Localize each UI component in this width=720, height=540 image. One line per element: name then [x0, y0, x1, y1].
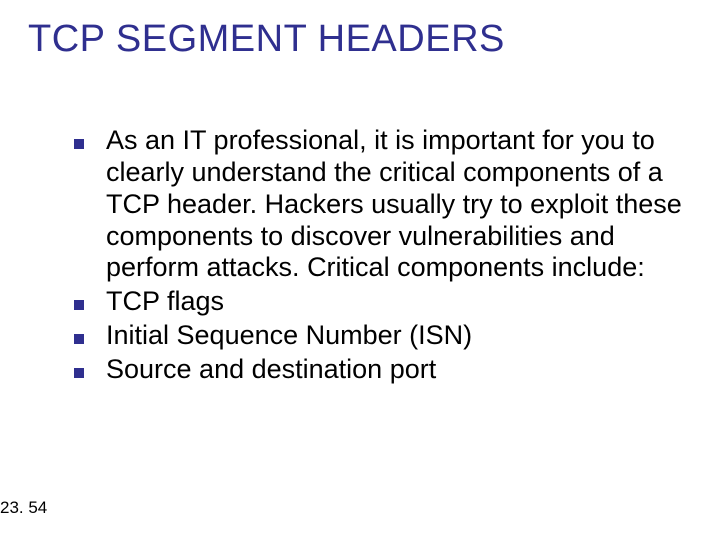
- square-bullet-icon: [74, 334, 84, 344]
- bullet-list: As an IT professional, it is important f…: [74, 125, 692, 386]
- square-bullet-icon: [74, 139, 84, 149]
- square-bullet-icon: [74, 300, 84, 310]
- square-bullet-icon: [74, 368, 84, 378]
- slide-title: TCP SEGMENT HEADERS: [28, 18, 692, 61]
- list-item: TCP flags: [74, 286, 692, 318]
- bullet-text: TCP flags: [106, 286, 224, 318]
- bullet-text: Initial Sequence Number (ISN): [106, 320, 472, 352]
- list-item: As an IT professional, it is important f…: [74, 125, 692, 284]
- list-item: Initial Sequence Number (ISN): [74, 320, 692, 352]
- bullet-text: Source and destination port: [106, 354, 436, 386]
- slide: TCP SEGMENT HEADERS As an IT professiona…: [0, 0, 720, 540]
- list-item: Source and destination port: [74, 354, 692, 386]
- page-number: 23. 54: [0, 498, 47, 518]
- bullet-text: As an IT professional, it is important f…: [106, 125, 692, 284]
